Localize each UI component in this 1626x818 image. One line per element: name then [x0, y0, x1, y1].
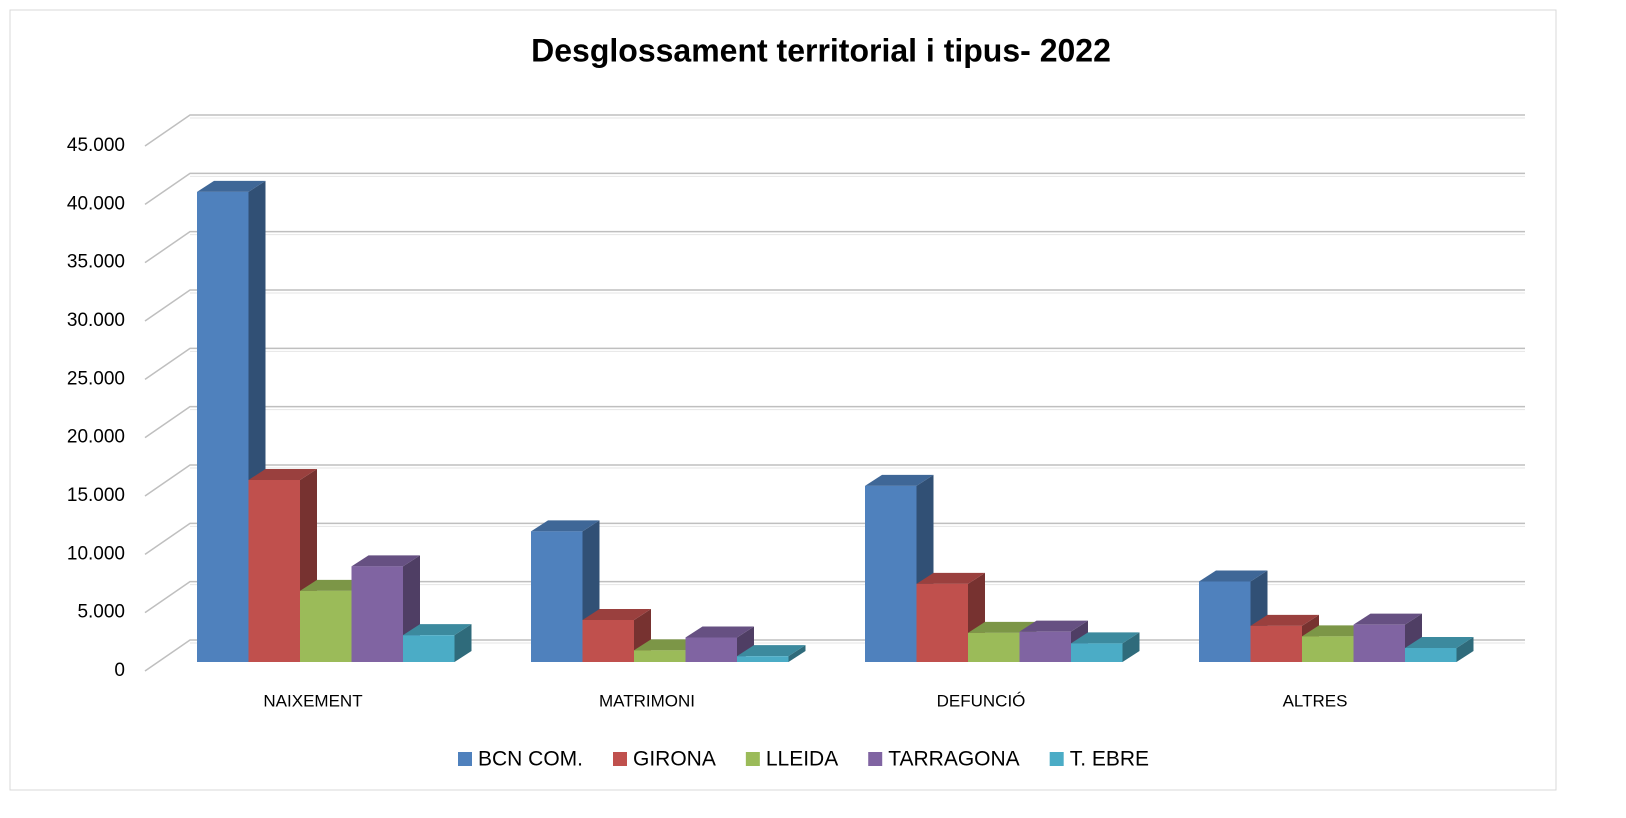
- bar: [531, 531, 583, 662]
- bar-top: [634, 639, 703, 651]
- bar-top: [1250, 614, 1319, 626]
- y-tick-label: 45.000: [67, 135, 125, 156]
- legend-label: LLEIDA: [766, 748, 838, 771]
- bar: [1302, 636, 1354, 662]
- bar-side: [1122, 632, 1140, 662]
- bar: [1250, 625, 1302, 662]
- bar: [916, 583, 968, 662]
- y-tick-label: 25.000: [67, 368, 125, 389]
- bar-top: [531, 520, 600, 532]
- bar-top: [865, 474, 934, 486]
- bar: [582, 620, 634, 662]
- x-tick-label: ALTRES: [1283, 691, 1348, 710]
- bar-top: [1071, 632, 1140, 644]
- bar: [737, 656, 789, 662]
- legend-label: BCN COM.: [478, 748, 583, 771]
- y-tick-label: 20.000: [67, 427, 125, 448]
- bar-top: [1199, 570, 1268, 582]
- bar: [1071, 643, 1123, 662]
- bar-top: [1302, 625, 1371, 637]
- bar-top: [300, 579, 369, 591]
- x-tick-label: MATRIMONI: [599, 691, 695, 710]
- x-tick-label: NAIXEMENT: [263, 691, 362, 710]
- legend-swatch: [745, 752, 760, 766]
- x-tick-label: DEFUNCIÓ: [937, 691, 1026, 710]
- bar: [1019, 631, 1071, 662]
- bar-side: [454, 624, 472, 662]
- y-tick-label: 15.000: [67, 485, 125, 506]
- y-tick-label: 40.000: [67, 193, 125, 214]
- bar-top: [916, 572, 985, 584]
- grid-line: [144, 347, 1525, 380]
- bar-side: [1456, 637, 1474, 662]
- bar-top: [351, 555, 420, 567]
- legend-swatch: [613, 752, 627, 766]
- bar: [351, 566, 403, 662]
- bar: [403, 635, 455, 662]
- bar-top: [685, 626, 754, 638]
- grid-line: [144, 580, 1525, 614]
- grid-line: [144, 230, 1525, 264]
- legend-swatch: [1049, 752, 1064, 766]
- bar-top: [197, 180, 266, 192]
- legend-swatch: [868, 752, 883, 766]
- bar-top: [737, 645, 806, 657]
- bar: [634, 650, 686, 662]
- bar-top: [1019, 620, 1088, 632]
- grid-line: [144, 172, 1525, 205]
- bar: [300, 590, 352, 662]
- bar-top: [968, 621, 1037, 633]
- bar-top: [403, 624, 472, 636]
- y-tick-label: 10.000: [67, 543, 125, 564]
- bar-top: [1405, 637, 1474, 648]
- y-tick-label: 5.000: [77, 602, 125, 623]
- bar: [685, 637, 737, 662]
- grid-line: [144, 114, 1525, 147]
- legend-swatch: [458, 752, 472, 766]
- bar: [1199, 581, 1251, 662]
- bar: [1353, 624, 1405, 662]
- bar: [968, 632, 1020, 662]
- y-tick-label: 30.000: [67, 310, 125, 331]
- y-tick-label: 0: [114, 660, 125, 681]
- bar: [1405, 648, 1457, 662]
- legend-label: T. EBRE: [1070, 748, 1149, 771]
- legend-label: GIRONA: [633, 748, 716, 771]
- grid-line: [144, 464, 1525, 497]
- bar: [865, 485, 917, 662]
- bar-top: [582, 609, 651, 620]
- chart-title: Desglossament territorial i tipus- 2022: [531, 32, 1111, 68]
- bar: [248, 480, 300, 662]
- bar: [197, 191, 249, 663]
- bar-side: [788, 645, 806, 662]
- grid-line: [144, 405, 1525, 439]
- legend-label: TARRAGONA: [888, 748, 1019, 771]
- grid-line: [144, 522, 1525, 555]
- bar-top: [248, 469, 317, 480]
- y-tick-label: 35.000: [67, 252, 125, 273]
- bar-top: [1353, 613, 1422, 625]
- grid-line: [144, 289, 1525, 322]
